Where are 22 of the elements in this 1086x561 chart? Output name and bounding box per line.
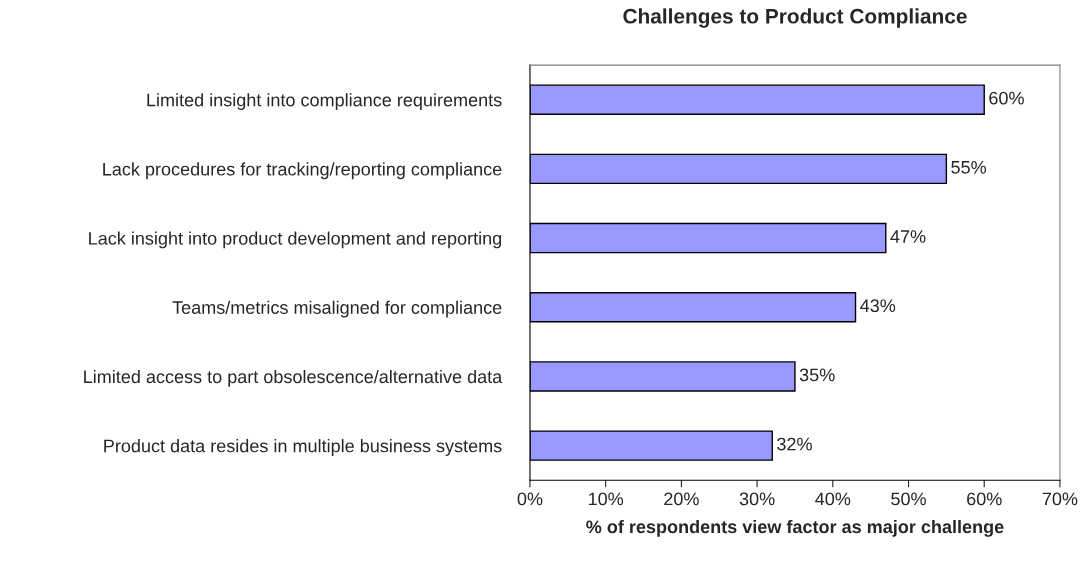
- y-tick-label: Limited insight into compliance requirements: [147, 93, 502, 110]
- x-tick-label: 20%: [664, 492, 699, 506]
- y-tick-label: Product data resides in multiple business systems: [104, 439, 502, 456]
- x-tick-label: 70%: [1042, 492, 1078, 506]
- data-label: 43%: [860, 299, 896, 313]
- x-tick-label: 60%: [967, 492, 1002, 506]
- data-label: 60%: [989, 91, 1024, 105]
- chart-title: Challenges to Product Compliance: [623, 8, 967, 28]
- data-label: 35%: [799, 368, 835, 382]
- y-tick-label: Lack procedures for tracking/reporting compliance: [103, 162, 502, 180]
- x-axis-title: % of respondents view factor as major challenge: [586, 519, 1004, 537]
- x-tick-label: 50%: [891, 492, 926, 506]
- x-tick-label: 30%: [739, 492, 775, 506]
- data-label: 47%: [890, 230, 926, 243]
- x-tick-label: 10%: [588, 492, 624, 506]
- data-label: 32%: [777, 437, 812, 451]
- data-label: 55%: [951, 161, 987, 174]
- y-tick-label: Limited access to part obsolescence/alternative data: [84, 369, 503, 387]
- x-tick-label: 0%: [517, 492, 543, 506]
- x-tick-label: 40%: [815, 492, 851, 506]
- y-tick-label: Lack insight into product development and reporting: [89, 231, 502, 249]
- y-tick-label: Teams/metrics misaligned for compliance: [172, 300, 502, 318]
